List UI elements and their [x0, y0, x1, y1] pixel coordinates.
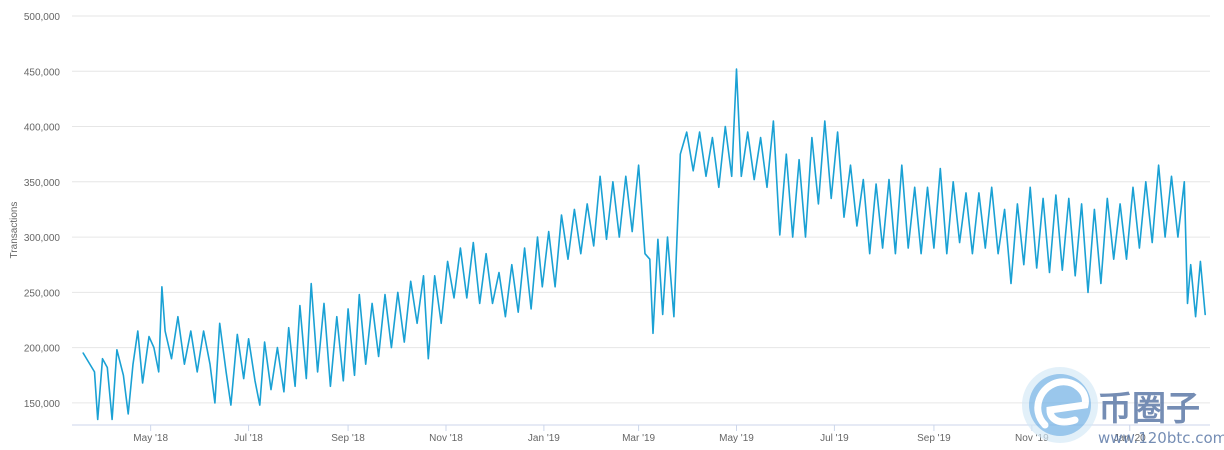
watermark: 币圈子 www.120btc.com	[1022, 367, 1224, 447]
y-tick-label: 500,000	[24, 12, 61, 23]
y-tick-label: 300,000	[24, 233, 61, 244]
y-tick-label: 150,000	[24, 399, 61, 410]
y-tick-label: 350,000	[24, 178, 61, 189]
y-tick-label: 450,000	[24, 67, 61, 78]
watermark-url-text: www.120btc.com	[1098, 429, 1224, 447]
y-tick-label: 200,000	[24, 344, 61, 355]
x-tick-label: Jul '18	[234, 433, 263, 444]
series-line	[82, 68, 1206, 421]
grid-lines	[72, 15, 1210, 404]
series-layer	[82, 68, 1206, 421]
y-tick-label: 250,000	[24, 288, 61, 299]
y-axis-title: Transactions	[9, 202, 20, 259]
x-tick-label: May '19	[719, 433, 754, 444]
watermark-brand-text: 币圈子	[1098, 389, 1200, 429]
y-tick-label: 400,000	[24, 123, 61, 134]
x-tick-label: May '18	[133, 433, 168, 444]
x-tick-label: Jan '20	[1114, 433, 1146, 444]
y-axis-ticks: 150,000 200,000 250,000 300,000 350,000 400,0…	[24, 12, 61, 410]
x-tick-label: Nov '19	[1015, 433, 1049, 444]
x-tick-label: Sep '18	[331, 433, 365, 444]
x-tick-label: Mar '19	[622, 433, 655, 444]
x-tick-label: Jul '19	[820, 433, 849, 444]
x-tick-label: Nov '18	[429, 433, 463, 444]
circle-logo-icon	[1022, 367, 1098, 443]
x-tick-label: Sep '19	[917, 433, 951, 444]
x-tick-label: Jan '19	[528, 433, 560, 444]
x-axis: May '18 Jul '18 Sep '18 Nov '18 Jan '19 Mar '…	[72, 424, 1210, 444]
